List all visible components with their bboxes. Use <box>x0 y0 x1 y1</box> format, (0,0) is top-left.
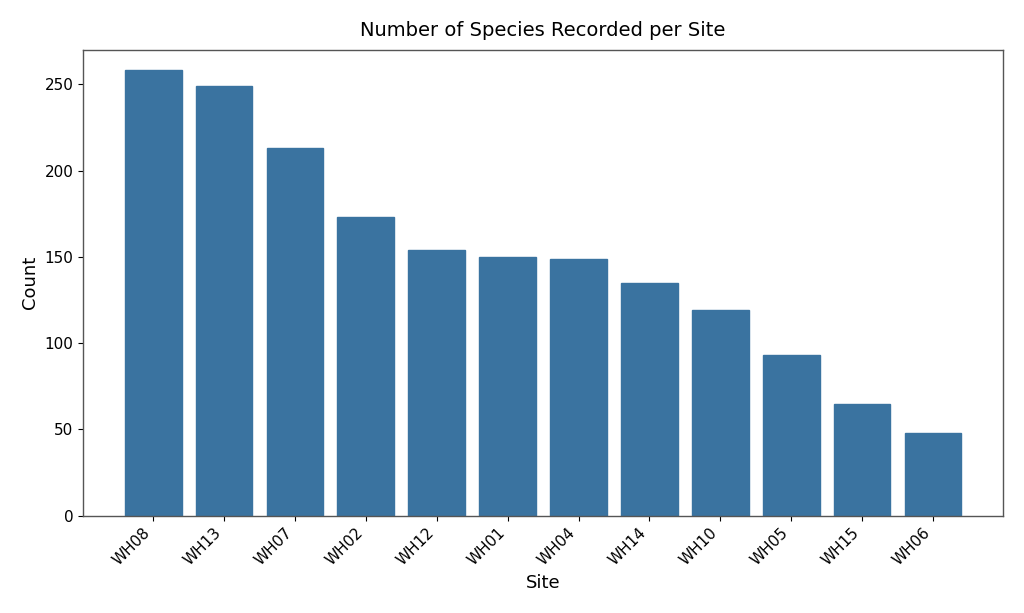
Bar <box>409 250 465 516</box>
Bar <box>550 259 607 516</box>
Y-axis label: Count: Count <box>20 256 39 310</box>
Bar <box>622 283 678 516</box>
Title: Number of Species Recorded per Site: Number of Species Recorded per Site <box>360 21 726 40</box>
Bar <box>904 433 962 516</box>
Bar <box>266 148 324 516</box>
X-axis label: Site: Site <box>525 574 560 592</box>
Bar <box>692 310 749 516</box>
Bar <box>834 403 891 516</box>
Bar <box>196 86 253 516</box>
Bar <box>338 217 394 516</box>
Bar <box>763 355 819 516</box>
Bar <box>479 257 536 516</box>
Bar <box>125 70 181 516</box>
